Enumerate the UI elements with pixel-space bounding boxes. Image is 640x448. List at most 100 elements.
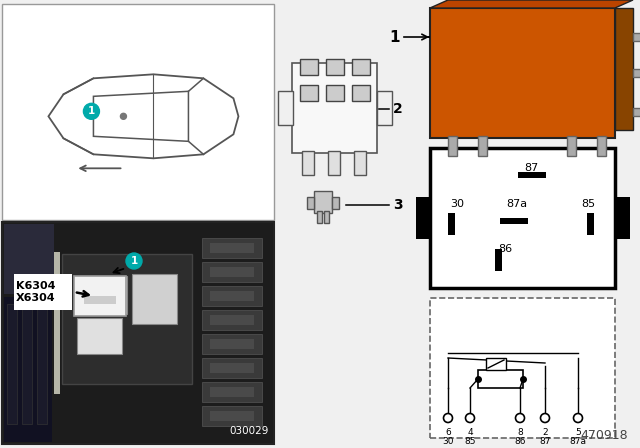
Bar — [332, 197, 339, 209]
Bar — [202, 334, 262, 354]
Circle shape — [83, 103, 99, 119]
Bar — [633, 108, 640, 116]
Circle shape — [573, 414, 582, 422]
Bar — [202, 358, 262, 378]
Bar — [7, 304, 17, 424]
Bar — [210, 411, 254, 421]
Bar — [615, 197, 630, 239]
Text: 85: 85 — [581, 199, 595, 209]
Text: 3: 3 — [393, 198, 403, 212]
Bar — [377, 91, 392, 125]
Bar — [352, 85, 370, 101]
Bar — [210, 243, 254, 253]
Bar — [495, 249, 502, 271]
Bar — [478, 136, 487, 156]
Bar — [326, 85, 344, 101]
Bar — [37, 304, 47, 424]
Bar — [202, 286, 262, 306]
Bar — [567, 136, 576, 156]
Circle shape — [541, 414, 550, 422]
Bar — [292, 63, 377, 153]
Bar — [2, 222, 274, 444]
Bar — [202, 382, 262, 402]
Bar — [210, 339, 254, 349]
Bar — [302, 151, 314, 175]
Bar — [317, 211, 322, 223]
Text: 86: 86 — [499, 244, 513, 254]
Text: 5: 5 — [575, 428, 581, 437]
Bar — [77, 276, 127, 314]
Bar — [300, 85, 318, 101]
Bar — [633, 33, 640, 41]
Bar — [597, 136, 606, 156]
Bar — [448, 136, 457, 156]
Bar — [74, 276, 126, 316]
Circle shape — [465, 414, 474, 422]
Bar — [84, 296, 116, 304]
Bar — [352, 59, 370, 75]
Bar — [210, 387, 254, 397]
Bar — [500, 218, 528, 224]
Bar — [518, 172, 546, 178]
Bar — [210, 315, 254, 325]
Bar — [478, 370, 523, 388]
Bar — [54, 252, 60, 394]
Bar — [132, 274, 177, 324]
Bar — [314, 191, 332, 213]
Bar — [587, 213, 594, 235]
Bar — [210, 363, 254, 373]
Text: 1: 1 — [390, 30, 400, 44]
Text: 87a: 87a — [570, 437, 586, 446]
Bar — [4, 224, 54, 294]
Text: 2: 2 — [393, 102, 403, 116]
Bar — [486, 358, 506, 370]
Text: 87a: 87a — [506, 199, 527, 209]
Text: 6: 6 — [445, 428, 451, 437]
Bar — [278, 91, 293, 125]
Circle shape — [120, 113, 127, 119]
Text: 85: 85 — [464, 437, 476, 446]
Text: X6304: X6304 — [16, 293, 56, 303]
Bar — [2, 4, 274, 220]
Bar — [22, 304, 32, 424]
Text: 2: 2 — [542, 428, 548, 437]
Text: 1: 1 — [88, 106, 95, 116]
Text: 4: 4 — [467, 428, 473, 437]
Bar — [14, 274, 72, 310]
Bar — [202, 310, 262, 330]
Text: 86: 86 — [515, 437, 525, 446]
Bar — [202, 406, 262, 426]
Text: K6304: K6304 — [16, 281, 56, 291]
Bar — [307, 197, 314, 209]
Circle shape — [444, 414, 452, 422]
Bar — [416, 197, 431, 239]
Circle shape — [515, 414, 525, 422]
Bar — [77, 318, 122, 354]
Text: 87: 87 — [540, 437, 551, 446]
Bar — [210, 291, 254, 301]
Text: 030029: 030029 — [230, 426, 269, 436]
Bar — [202, 262, 262, 282]
Polygon shape — [430, 0, 633, 8]
Bar — [210, 267, 254, 277]
Bar — [430, 8, 615, 138]
Bar — [615, 8, 633, 130]
Text: 8: 8 — [517, 428, 523, 437]
Text: 87: 87 — [525, 163, 539, 173]
Bar — [633, 69, 640, 77]
Text: 30: 30 — [450, 199, 464, 209]
Bar — [300, 59, 318, 75]
Text: 470918: 470918 — [580, 429, 628, 442]
Circle shape — [126, 253, 142, 269]
Text: 1: 1 — [131, 256, 138, 266]
Bar — [448, 213, 455, 235]
Bar — [4, 297, 52, 442]
Bar — [326, 59, 344, 75]
Bar — [430, 298, 615, 438]
Text: 30: 30 — [442, 437, 454, 446]
Bar — [328, 151, 340, 175]
Bar — [62, 254, 192, 384]
Bar — [354, 151, 366, 175]
Bar — [202, 238, 262, 258]
Bar — [430, 148, 615, 288]
